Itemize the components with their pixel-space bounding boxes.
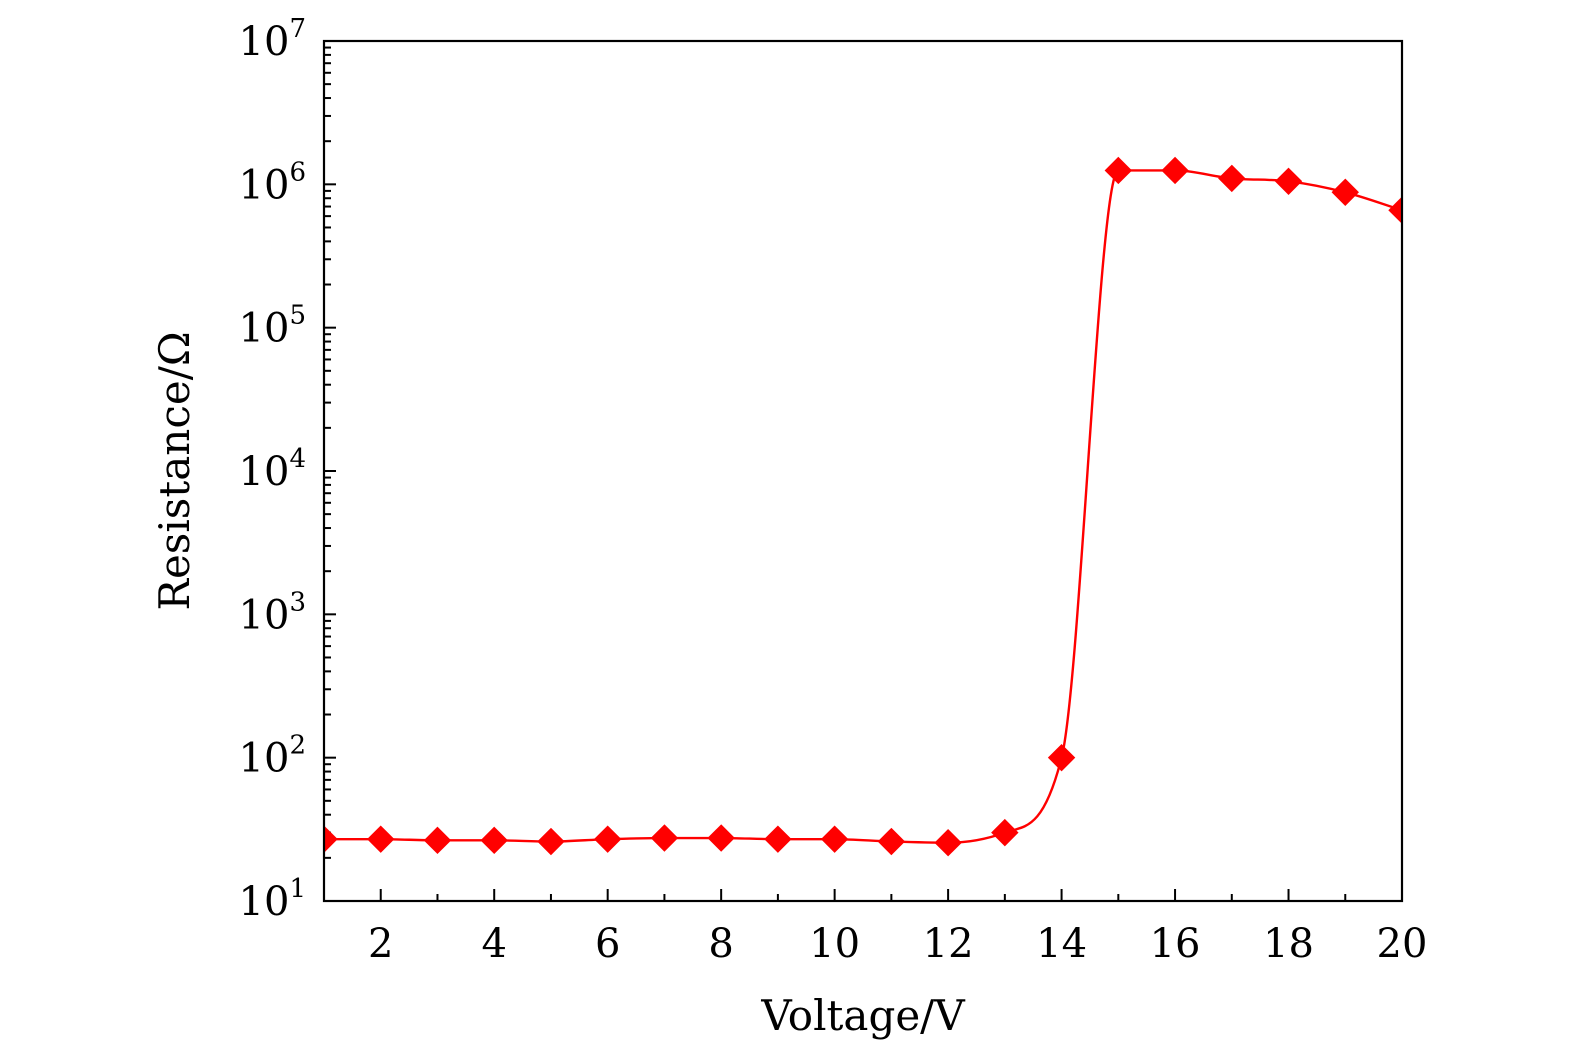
x-tick-label: 18 (1263, 921, 1314, 967)
data-point-marker (1388, 196, 1402, 224)
x-tick-label: 16 (1150, 921, 1201, 967)
plot-frame (322, 39, 1404, 903)
y-tick-label: 103 (239, 587, 306, 638)
y-tick-label: 102 (239, 731, 306, 782)
y-tick-label: 105 (239, 301, 306, 352)
x-axis-tick-labels: 2 4 6 8 10 12 14 16 18 20 (368, 921, 1427, 967)
series-markers (324, 156, 1402, 857)
data-point-marker (650, 824, 679, 852)
y-tick-label: 104 (239, 444, 306, 495)
y-tick-label: 107 (239, 14, 306, 65)
x-tick-label: 20 (1377, 921, 1428, 967)
data-point-marker (367, 825, 395, 853)
data-point-marker (934, 829, 962, 857)
data-point-marker (1274, 167, 1303, 196)
x-tick-label: 14 (1036, 921, 1087, 967)
data-point-marker (1218, 164, 1246, 193)
y-axis-title: Resistance/Ω (150, 331, 199, 610)
y-tick-label: 106 (239, 157, 306, 208)
data-point-marker (324, 825, 338, 853)
data-point-marker (480, 826, 508, 855)
x-tick-label: 10 (809, 921, 860, 967)
x-tick-label: 12 (923, 921, 974, 967)
data-point-marker (537, 827, 565, 856)
x-tick-label: 2 (368, 921, 393, 967)
data-point-marker (707, 824, 735, 852)
data-point-marker (877, 827, 906, 856)
y-axis-tick-labels: 101 102 103 104 105 106 107 (239, 14, 306, 925)
y-tick-label: 101 (239, 874, 306, 925)
data-point-marker (1161, 156, 1189, 185)
x-tick-label: 8 (708, 921, 733, 967)
series-layer (323, 156, 1403, 857)
data-point-marker (423, 826, 452, 855)
data-point-marker (991, 818, 1019, 847)
data-point-marker (764, 825, 792, 853)
x-axis-ticks (323, 889, 1403, 901)
x-tick-label: 6 (595, 921, 620, 967)
data-point-marker (1047, 743, 1076, 772)
data-point-marker (1331, 178, 1359, 206)
data-point-marker (593, 825, 622, 853)
series-line (323, 169, 1403, 844)
x-tick-label: 4 (481, 921, 506, 967)
y-axis-ticks (324, 40, 336, 902)
data-point-marker (820, 825, 849, 853)
x-axis-title: Voltage/V (760, 991, 965, 1040)
data-point-marker (1104, 156, 1133, 185)
